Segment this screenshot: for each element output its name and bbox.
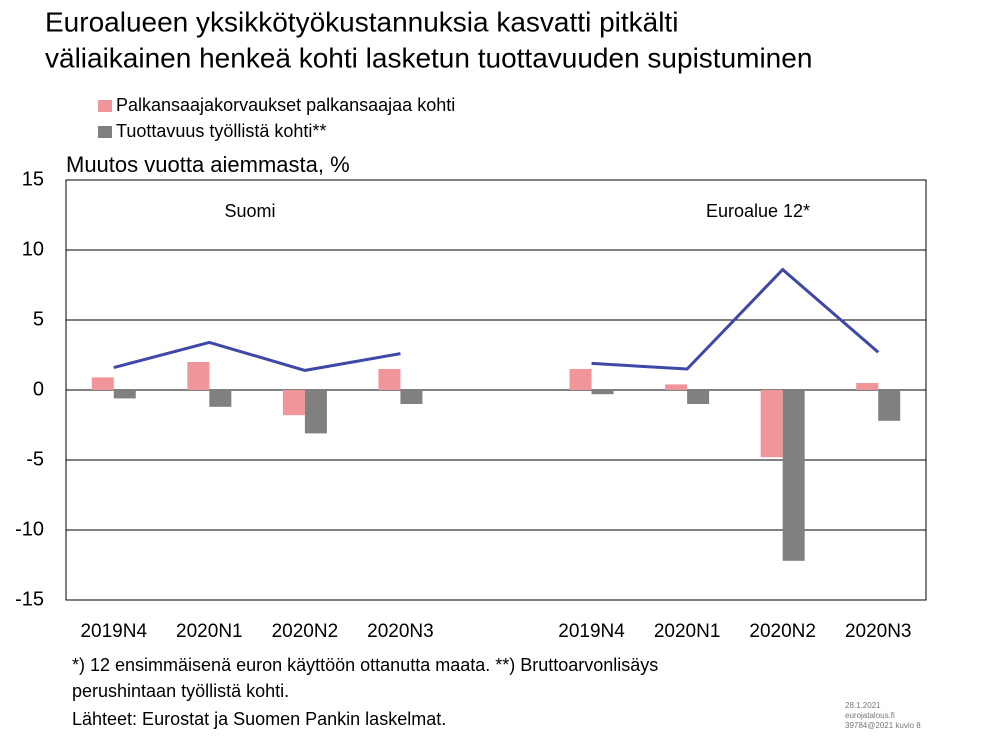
y-tick-label: 0	[33, 378, 44, 400]
bar	[400, 390, 423, 404]
bar	[878, 390, 901, 421]
x-tick-label: 2020N3	[367, 621, 434, 642]
y-tick-label: 10	[22, 238, 44, 260]
bar	[378, 369, 401, 390]
y-tick-label: -5	[26, 448, 44, 470]
panel-label: Euroalue 12*	[706, 201, 810, 221]
plot-frame	[65, 179, 927, 601]
bar	[209, 390, 232, 407]
panel-label: Suomi	[224, 201, 275, 221]
bar	[304, 390, 327, 434]
bar	[856, 383, 879, 390]
bar	[665, 384, 688, 390]
x-tick-label: 2019N4	[80, 621, 147, 642]
x-tick-label: 2020N2	[749, 621, 816, 642]
bar	[91, 377, 114, 390]
bar	[187, 362, 210, 390]
bar	[782, 390, 805, 561]
bar	[760, 390, 783, 458]
x-tick-label: 2020N1	[176, 621, 243, 642]
x-tick-label: 2020N3	[845, 621, 912, 642]
line	[113, 267, 880, 372]
stamp: 39784@2021 kuvio 8	[845, 721, 921, 730]
footnote: *) 12 ensimmäisenä euron käyttöön ottanu…	[72, 655, 658, 675]
legend-swatch	[98, 100, 112, 112]
stamp: eurojatalous.fi	[845, 711, 895, 720]
y-tick-label: -10	[15, 518, 44, 540]
y-tick-label: 15	[22, 168, 44, 190]
x-tick-label: 2019N4	[558, 621, 625, 642]
bar	[569, 369, 592, 390]
y-tick-label: -15	[15, 588, 44, 610]
bar	[282, 390, 305, 416]
y-axis-label: Muutos vuotta aiemmasta, %	[66, 152, 350, 177]
chart-title: väliaikainen henkeä kohti lasketun tuott…	[45, 42, 812, 73]
legend-swatch	[98, 126, 112, 138]
chart-title: Euroalueen yksikkötyökustannuksia kasvat…	[45, 6, 678, 37]
bar	[687, 390, 710, 404]
footnote: perushintaan työllistä kohti.	[72, 681, 289, 701]
x-tick-label: 2020N2	[272, 621, 339, 642]
bar	[591, 390, 614, 395]
y-tick-label: 5	[33, 308, 44, 330]
stamp: 28.1.2021	[845, 701, 881, 710]
bar	[113, 390, 136, 399]
footnote: Lähteet: Eurostat ja Suomen Pankin laske…	[72, 709, 446, 729]
legend-label: Palkansaajakorvaukset palkansaajaa kohti	[116, 95, 455, 115]
legend-label: Tuottavuus työllistä kohti**	[116, 121, 326, 141]
x-tick-label: 2020N1	[654, 621, 721, 642]
